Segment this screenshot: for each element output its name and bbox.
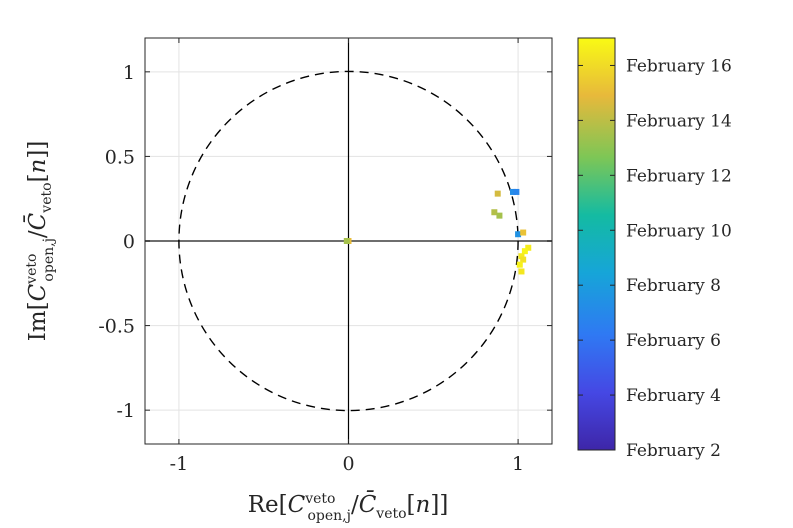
y-axis-label: Im[Cvetoopen,j/C̄veto[n]] <box>24 141 57 342</box>
y-tick-label: -1 <box>116 400 135 422</box>
data-point <box>343 238 350 244</box>
colorbar-tick-label: February 10 <box>626 221 732 241</box>
x-tick-label: 1 <box>512 453 524 475</box>
x-axis-label: Re[Cveto open,j/C̄veto[n]] <box>248 491 449 524</box>
unit-circle-dashed <box>178 70 519 412</box>
y-tick-labels: 1 0.5 0 -0.5 -1 <box>98 62 552 422</box>
data-point <box>509 188 516 195</box>
x-tick-label: -1 <box>170 453 189 475</box>
data-point <box>496 212 503 219</box>
y-tick-label: 1 <box>123 62 135 84</box>
colorbar-tick-label: February 8 <box>626 276 721 296</box>
x-tick-label: 0 <box>342 453 354 475</box>
colorbar-tick-labels: February 16 February 14 February 12 Februar… <box>578 56 732 461</box>
data-point <box>516 261 523 268</box>
y-tick-label: 0.5 <box>105 146 135 168</box>
data-point <box>518 253 525 260</box>
data-point <box>518 268 525 275</box>
data-point <box>520 256 527 263</box>
colorbar-tick-label: February 2 <box>626 441 721 461</box>
colorbar-tick-label: February 16 <box>626 56 732 76</box>
data-point <box>494 190 501 197</box>
data-point <box>525 244 532 251</box>
colorbar-tick-label: February 12 <box>626 166 732 186</box>
y-tick-label: -0.5 <box>98 316 135 338</box>
x-tick-labels: -1 0 1 <box>170 38 524 475</box>
data-points <box>343 188 532 275</box>
data-point <box>491 209 498 216</box>
y-tick-label: 0 <box>123 231 135 253</box>
colorbar-tick-label: February 14 <box>626 111 732 131</box>
data-point <box>521 248 528 255</box>
colorbar-tick-label: February 6 <box>626 331 721 351</box>
data-point <box>513 188 520 195</box>
colorbar <box>577 37 616 451</box>
colorbar-tick-label: February 4 <box>626 386 721 406</box>
data-point <box>520 229 527 236</box>
data-point <box>515 231 522 238</box>
